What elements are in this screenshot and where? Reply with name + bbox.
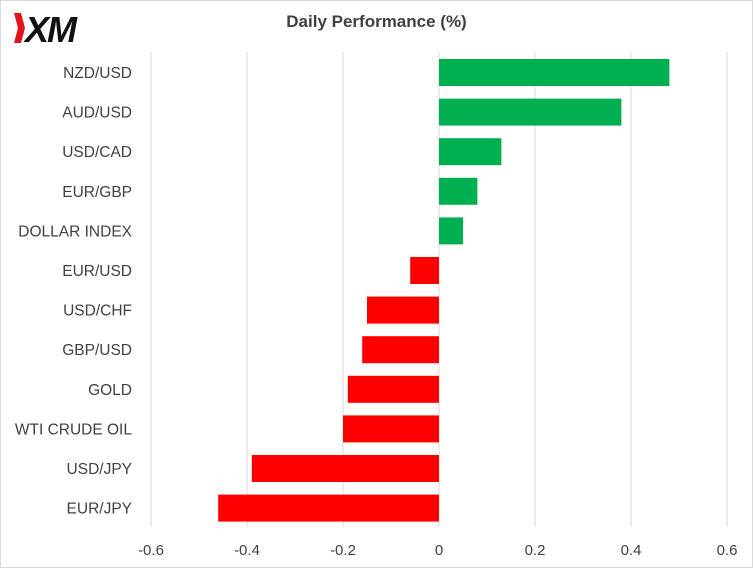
logo-text: XM [23, 10, 78, 46]
category-label: DOLLAR INDEX [18, 223, 132, 240]
category-label: GBP/USD [62, 342, 132, 359]
bar [347, 375, 439, 403]
xm-logo: XM [12, 9, 106, 50]
x-tick-label: -0.6 [138, 542, 164, 559]
x-tick-label: 0.6 [717, 542, 738, 559]
xm-logo-mark: XM [14, 9, 80, 50]
bar [362, 336, 439, 364]
category-label: EUR/GBP [62, 184, 132, 201]
x-tick-labels: -0.6 -0.4 -0.2 0 0.2 0.4 0.6 [138, 542, 737, 559]
bar [251, 455, 439, 482]
chart-title: Daily Performance (%) [286, 12, 467, 31]
category-label: EUR/JPY [67, 501, 132, 518]
bar [439, 59, 670, 86]
bar [439, 98, 622, 126]
logo-red-slash [14, 13, 25, 43]
bar [343, 415, 439, 443]
x-tick-label: -0.2 [330, 542, 356, 559]
category-label: USD/JPY [67, 461, 132, 478]
category-label: USD/CAD [62, 144, 132, 161]
bar [439, 217, 463, 245]
x-tick-label: 0.2 [525, 542, 546, 559]
x-tick-label: -0.4 [234, 542, 260, 559]
bar [218, 494, 439, 522]
x-tick-label: 0.4 [621, 542, 642, 559]
category-label: AUD/USD [62, 105, 132, 122]
category-label: WTI CRUDE OIL [15, 421, 132, 438]
bar [439, 138, 502, 166]
category-label: USD/CHF [63, 303, 132, 320]
category-labels: NZD/USD AUD/USD USD/CAD EUR/GBP DOLLAR INDEX… [15, 65, 133, 518]
category-label: NZD/USD [63, 65, 132, 82]
x-tick-label: 0 [435, 542, 443, 559]
bar [410, 257, 439, 284]
bar [439, 177, 478, 205]
bar [367, 296, 439, 324]
category-label: GOLD [88, 382, 132, 399]
bars [218, 59, 670, 522]
gridlines [150, 52, 728, 527]
category-label: EUR/USD [62, 263, 132, 280]
